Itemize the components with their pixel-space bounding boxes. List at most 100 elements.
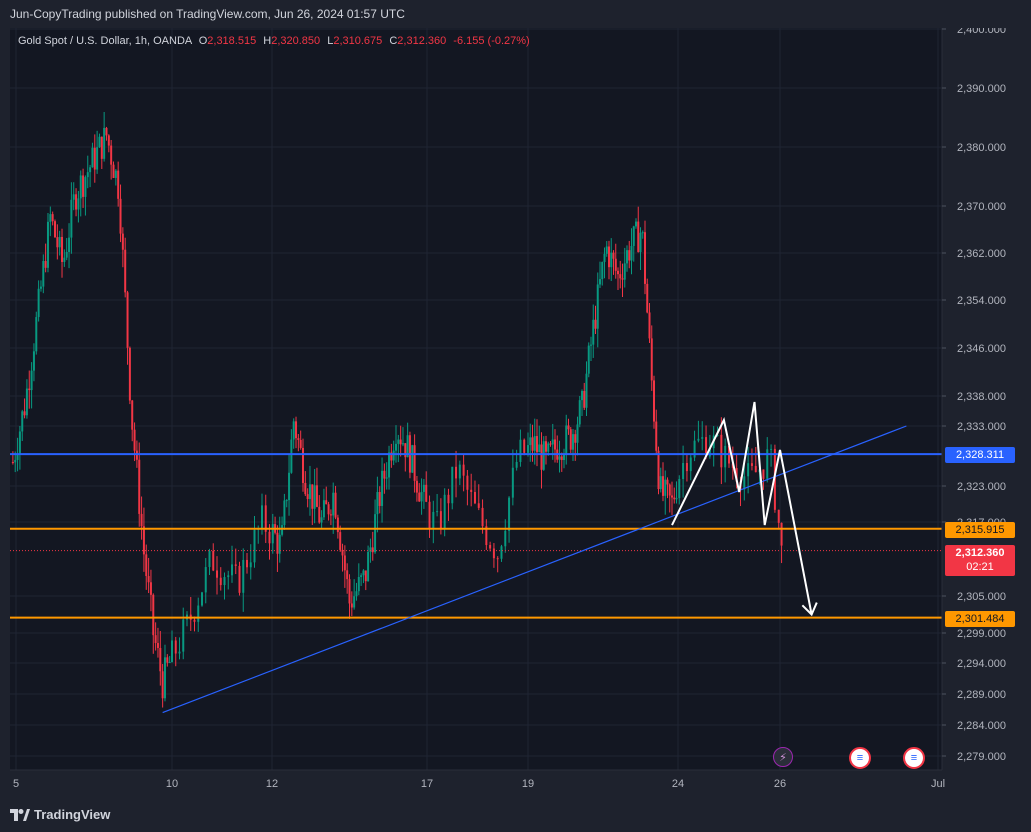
y-tick-label: 2,323.000 <box>957 481 1006 493</box>
y-tick-label: 2,299.000 <box>957 628 1006 640</box>
candle-body <box>63 257 66 262</box>
zigzag-drawing <box>671 401 813 615</box>
upper-orange-tag[interactable]: 2,315.915 <box>945 522 1015 538</box>
candle-body <box>154 635 157 644</box>
high-value: 2,320.850 <box>271 35 321 47</box>
candle-body <box>168 662 171 664</box>
candle-body <box>578 400 581 425</box>
symbol-legend: Gold Spot / U.S. Dollar, 1h, OANDA O2,31… <box>18 35 530 47</box>
candle-body <box>332 492 335 516</box>
candle-body <box>428 501 431 528</box>
candle-body <box>131 400 134 430</box>
candle-body <box>159 647 162 672</box>
candle-body <box>371 547 374 553</box>
candle-body <box>231 564 233 576</box>
grid <box>10 28 942 770</box>
open-label: O <box>198 35 208 47</box>
candle-body <box>529 437 532 446</box>
candle-body <box>311 484 314 509</box>
x-tick-label: 12 <box>266 778 278 790</box>
x-tick-label: 17 <box>421 778 433 790</box>
candle-body <box>343 555 346 571</box>
candle-body <box>443 494 446 529</box>
candle-body <box>399 439 402 445</box>
candle-body <box>762 469 765 479</box>
current-price: 2,312.360 <box>955 547 1005 559</box>
us-flag-event-icon-2[interactable]: ≡ <box>903 747 925 769</box>
candle-body <box>601 262 604 280</box>
candle-body <box>466 475 469 490</box>
candle-body <box>378 492 381 506</box>
candle-body <box>295 421 298 439</box>
candle-body <box>585 373 588 408</box>
candle-body <box>657 450 660 490</box>
high-label: H <box>263 35 272 47</box>
tradingview-logo[interactable]: TradingView <box>10 807 110 822</box>
candle-body <box>701 437 704 439</box>
candle-body <box>451 466 454 504</box>
change-value: -6.155 (-0.27%) <box>453 35 530 47</box>
candle-body <box>747 463 750 477</box>
candle-body <box>458 464 461 479</box>
candle-body <box>470 489 473 492</box>
candle-body <box>608 246 610 268</box>
blue-level-tag[interactable]: 2,328.311 <box>945 447 1015 463</box>
header-bar: Jun-CopyTrading published on TradingView… <box>0 0 1031 28</box>
candle-body <box>750 463 753 466</box>
candle-body <box>425 484 428 502</box>
candle-body <box>110 145 113 165</box>
candle-body <box>54 221 56 238</box>
plot-area[interactable] <box>10 28 942 770</box>
lower-orange-tag[interactable]: 2,301.484 <box>945 611 1015 627</box>
candle-body <box>515 461 518 468</box>
candle-body <box>278 534 281 554</box>
x-tick-label: 19 <box>522 778 534 790</box>
symbol-name[interactable]: Gold Spot / U.S. Dollar, 1h, OANDA <box>18 35 192 47</box>
candle-body <box>594 319 597 329</box>
candle-body <box>376 492 379 515</box>
candle-body <box>545 441 547 452</box>
candle-body <box>246 559 248 568</box>
candle-body <box>16 454 19 460</box>
y-tick-label: 2,284.000 <box>957 720 1006 732</box>
candle-body <box>103 127 106 159</box>
candle-body <box>436 511 439 513</box>
candle-body <box>117 170 120 199</box>
candle-body <box>364 570 367 582</box>
candle-body <box>406 435 409 458</box>
candle-body <box>348 579 351 604</box>
candle-body <box>283 500 286 526</box>
candle-body <box>388 452 391 478</box>
candle-body <box>58 236 61 248</box>
y-tick-label: 2,362.000 <box>957 248 1006 260</box>
candle-body <box>11 462 14 463</box>
current-price-tag[interactable]: 2,312.360 02:21 <box>945 545 1015 576</box>
candle-body <box>500 546 503 559</box>
candle-body <box>612 252 615 259</box>
candle-body <box>590 344 592 346</box>
candle-body <box>392 450 395 461</box>
candle-body <box>171 640 173 663</box>
candle-body <box>477 503 480 508</box>
candle-body <box>253 529 256 563</box>
candle-body <box>72 194 75 200</box>
candle-body <box>86 172 89 178</box>
candle-body <box>542 441 545 470</box>
footer-bar: TradingView <box>0 798 1031 832</box>
lightning-event-icon[interactable]: ⚡ <box>773 747 793 767</box>
candle-body <box>174 640 177 654</box>
candle-body <box>223 577 226 586</box>
candle-body <box>93 147 96 170</box>
y-tick-label: 2,354.000 <box>957 295 1006 307</box>
candle-body <box>385 477 388 479</box>
candle-body <box>308 484 311 500</box>
candle-body <box>35 317 38 352</box>
candle-body <box>112 164 115 178</box>
candle-body <box>777 509 780 523</box>
candle-body <box>439 511 442 529</box>
y-tick-label: 2,279.000 <box>957 751 1006 763</box>
candle-body <box>650 338 653 381</box>
candle-body <box>481 507 484 527</box>
us-flag-event-icon[interactable]: ≡ <box>849 747 871 769</box>
